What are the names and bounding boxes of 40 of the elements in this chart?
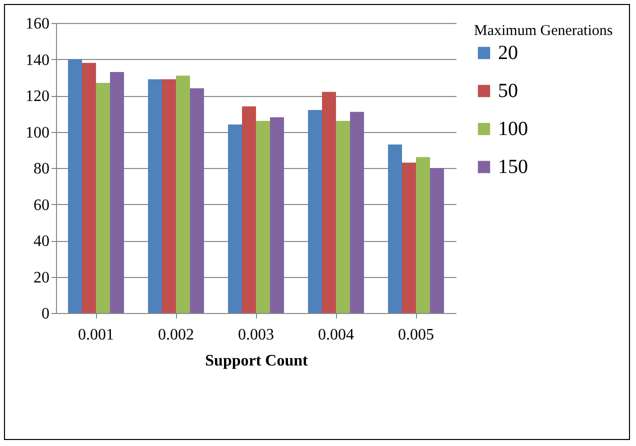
bar (228, 124, 242, 313)
bar (96, 82, 110, 313)
bar (402, 162, 416, 313)
y-tick-label: 140 (26, 52, 50, 69)
y-tick-label: 120 (26, 88, 50, 105)
x-tick-label: 0.002 (158, 326, 194, 344)
x-axis-title: Support Count (205, 352, 309, 370)
y-tick-label: 0 (42, 306, 50, 322)
x-tick-label: 0.004 (318, 326, 354, 344)
bar (430, 168, 444, 313)
legend-label: 20 (498, 42, 518, 64)
bar (416, 157, 430, 313)
bar (336, 120, 350, 313)
x-tick-label: 0.001 (78, 326, 114, 344)
y-tick-label: 100 (26, 124, 50, 142)
legend-label: 50 (498, 80, 518, 102)
bar (190, 88, 204, 313)
bar (176, 76, 190, 313)
bar (256, 120, 270, 313)
y-tick-label: 60 (34, 196, 50, 214)
legend-label: 100 (498, 118, 528, 140)
bar (82, 62, 96, 313)
y-tick-label: 20 (34, 269, 50, 286)
bar (162, 79, 176, 313)
y-tick-label: 160 (26, 16, 50, 32)
bar (242, 106, 256, 313)
x-tick-label: 0.003 (238, 326, 274, 344)
bar (68, 59, 82, 313)
bar (270, 117, 284, 313)
x-tick-label: 0.005 (398, 326, 434, 344)
y-tick-label: 80 (34, 160, 50, 178)
bar (388, 144, 402, 313)
legend-title: Maximum Generations (474, 23, 613, 39)
bar (110, 72, 124, 313)
y-tick-label: 40 (34, 233, 50, 250)
bar (350, 112, 364, 313)
bar (322, 92, 336, 313)
legend-label: 150 (498, 156, 528, 178)
bar (148, 79, 162, 313)
bar (308, 110, 322, 313)
